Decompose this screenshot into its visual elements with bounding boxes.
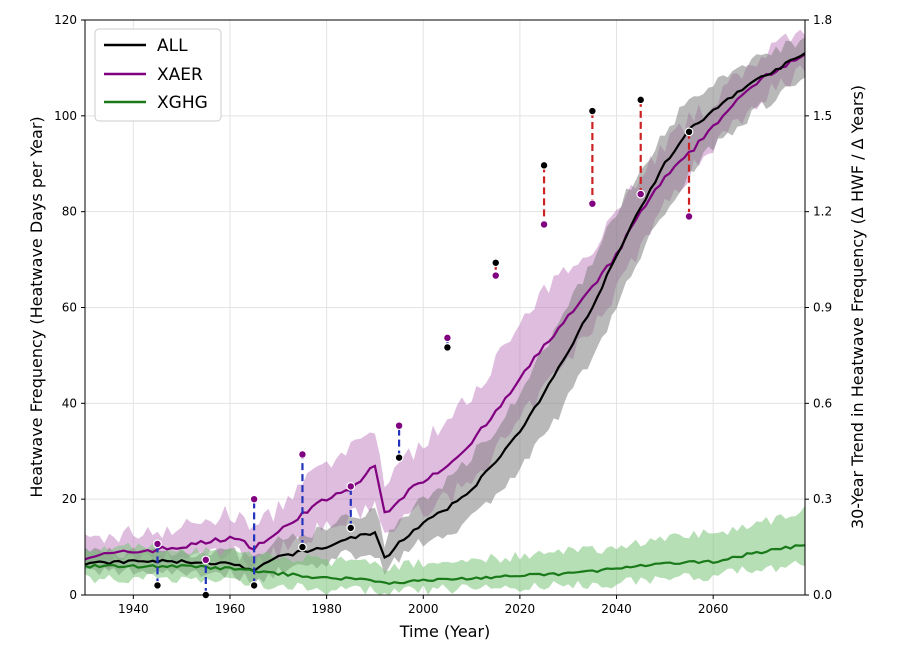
- x-axis-ticks: 1940 1960 1980 2000 2020 2040 2060: [118, 595, 728, 616]
- trend-markers: [153, 95, 694, 600]
- y-right-tick-label: 1.8: [813, 13, 832, 27]
- trend-point-xaer-1995: [394, 421, 404, 431]
- x-tick-label: 2000: [408, 602, 439, 616]
- band-all: [85, 37, 805, 585]
- legend-label-xaer: XAER: [157, 65, 203, 85]
- trend-point-all-2045: [636, 95, 646, 105]
- y-right-axis-ticks: 0.0 0.3 0.6 0.9 1.2 1.5 1.8: [805, 13, 832, 602]
- trend-point-xaer-1955: [201, 555, 211, 565]
- y-left-tick-label: 100: [54, 109, 77, 123]
- legend-label-all: ALL: [157, 36, 188, 56]
- y-left-tick-label: 20: [62, 492, 77, 506]
- y-right-axis-label: 30-Year Trend in Heatwave Frequency (Δ H…: [848, 85, 867, 529]
- y-left-axis-label: Heatwave Frequency (Heatwave Days per Ye…: [27, 116, 46, 497]
- x-tick-label: 2020: [505, 602, 536, 616]
- trend-point-xaer-2015: [491, 271, 501, 280]
- legend-label-xghg: XGHG: [157, 93, 208, 113]
- trend-point-all-1945: [153, 581, 162, 590]
- trend-point-xaer-1965: [249, 494, 259, 504]
- trend-point-all-2035: [587, 106, 597, 116]
- trend-point-all-2025: [539, 160, 549, 170]
- trend-point-xaer-2005: [443, 333, 452, 343]
- trend-point-xaer-2055: [684, 212, 694, 221]
- trend-point-xaer-1945: [153, 539, 162, 549]
- y-left-tick-label: 80: [62, 205, 77, 219]
- legend-box: [94, 28, 222, 122]
- y-left-tick-label: 0: [69, 588, 77, 602]
- line-xaer: [85, 53, 805, 561]
- trend-point-xaer-1975: [298, 450, 307, 459]
- x-tick-label: 2060: [698, 602, 729, 616]
- trend-point-all-1995: [394, 453, 404, 463]
- trend-point-xaer-2025: [539, 220, 549, 229]
- y-left-tick-label: 40: [62, 396, 77, 410]
- trend-point-all-1985: [346, 523, 356, 533]
- trend-point-xaer-1985: [346, 481, 356, 491]
- legend: ALL XAER XGHG: [94, 28, 222, 122]
- trend-point-all-1975: [298, 542, 307, 552]
- trend-point-xaer-2045: [636, 189, 646, 199]
- y-left-axis-ticks: 0 20 40 60 80 100 120: [54, 13, 85, 602]
- trend-point-xaer-2035: [587, 199, 597, 209]
- trend-point-all-2015: [491, 258, 501, 268]
- trend-point-all-2055: [684, 127, 694, 137]
- x-tick-label: 1960: [215, 602, 246, 616]
- y-right-tick-label: 0.0: [813, 588, 832, 602]
- trend-point-all-1965: [249, 581, 259, 590]
- y-right-tick-label: 0.9: [813, 301, 832, 315]
- y-right-tick-label: 0.6: [813, 396, 832, 410]
- y-left-tick-label: 60: [62, 301, 77, 315]
- trend-point-all-2005: [443, 343, 452, 352]
- x-tick-label: 2040: [601, 602, 632, 616]
- x-tick-label: 1980: [311, 602, 342, 616]
- y-left-tick-label: 120: [54, 13, 77, 27]
- x-axis-label: Time (Year): [399, 622, 491, 641]
- x-tick-label: 1940: [118, 602, 149, 616]
- y-right-tick-label: 1.2: [813, 205, 832, 219]
- y-right-tick-label: 0.3: [813, 492, 832, 506]
- y-right-tick-label: 1.5: [813, 109, 832, 123]
